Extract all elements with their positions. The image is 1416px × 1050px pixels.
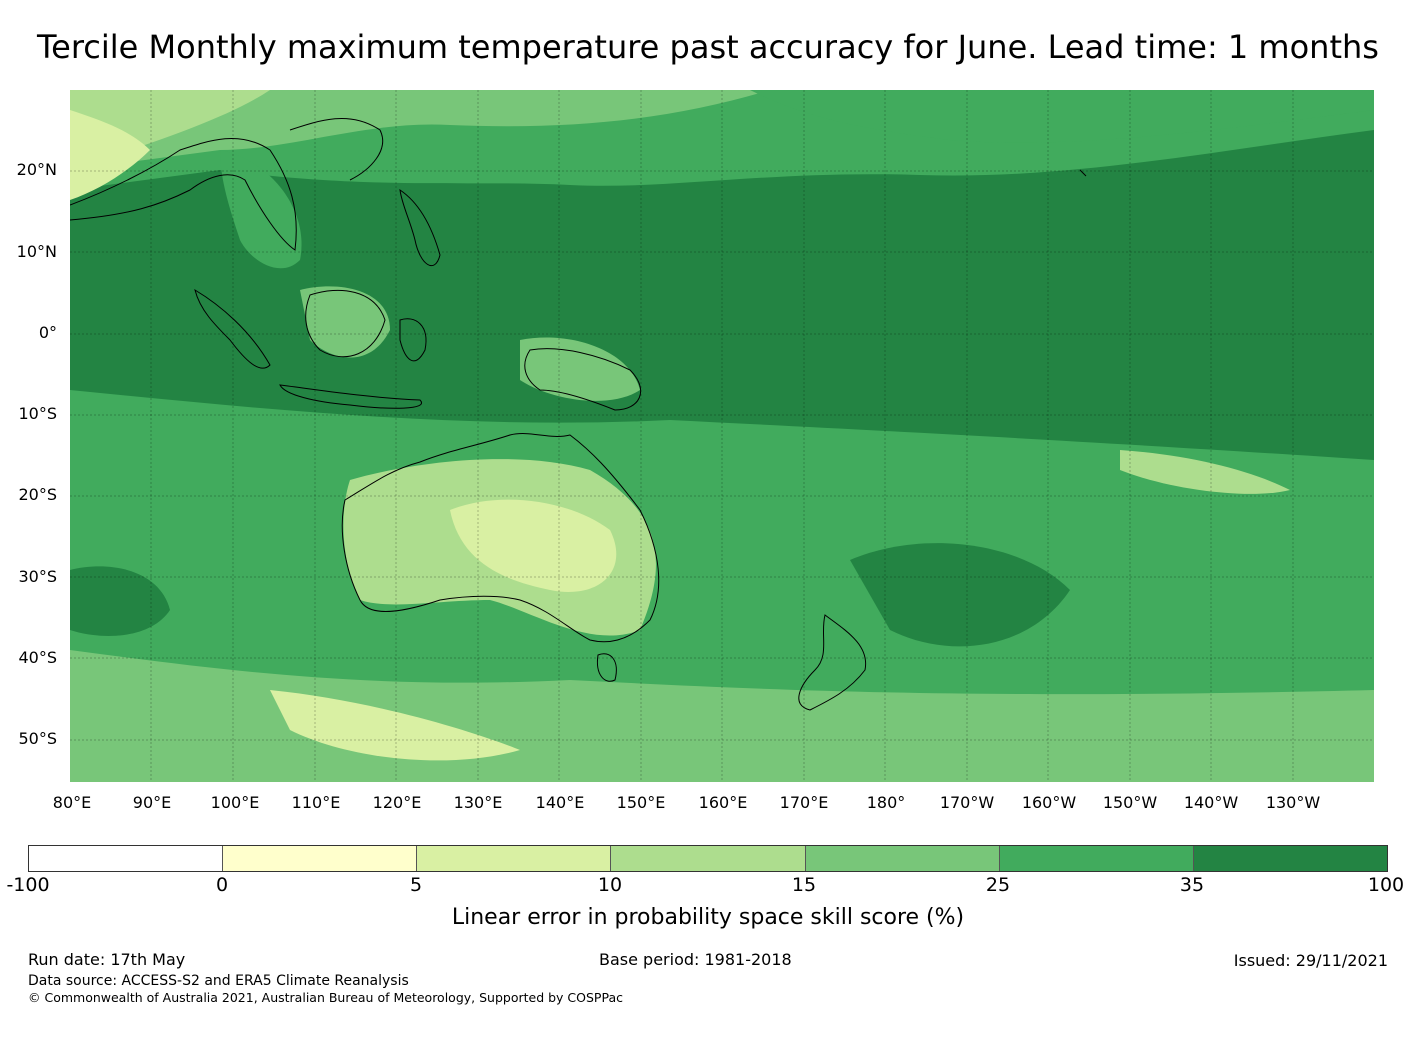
colorbar-tick: 0 (215, 874, 229, 896)
colorbar-tick: -100 (6, 874, 50, 896)
colorbar-tick: 25 (985, 874, 1011, 896)
newzealand-coast (798, 614, 867, 711)
lat-label-40s: 40°S (18, 648, 57, 667)
sulawesi-coast (399, 318, 427, 362)
zone-south-pale (270, 690, 520, 761)
china-coast (289, 117, 384, 181)
issued-date: Issued: 29/11/2021 (1233, 951, 1388, 970)
skill-map-svg (70, 90, 1374, 782)
lat-label-30s: 30°S (18, 567, 57, 586)
zone-nw-yellow (70, 110, 150, 200)
lat-label-20s: 20°S (18, 485, 57, 504)
coastlines (70, 117, 1087, 711)
lon-label-140e: 140°E (535, 793, 585, 812)
lat-label-0: 0° (38, 323, 57, 342)
lon-label-160e: 160°E (698, 793, 748, 812)
lon-label-90e: 90°E (132, 793, 172, 812)
colorbar-seg-6 (1193, 846, 1387, 871)
colorbar-seg-4 (805, 846, 1000, 871)
graticule (70, 90, 1374, 782)
lon-label-150e: 150°E (616, 793, 666, 812)
australia-coast (341, 433, 660, 643)
lon-label-160w: 160°W (1021, 793, 1077, 812)
copyright: © Commonwealth of Australia 2021, Austra… (28, 990, 623, 1005)
zone-tasman-deep (850, 543, 1070, 647)
colorbar (28, 845, 1388, 872)
java-coast (279, 384, 423, 409)
lon-label-120e: 120°E (372, 793, 422, 812)
zone-australia-pale (450, 499, 617, 592)
colorbar-label: Linear error in probability space skill … (451, 905, 965, 930)
zone-indian-deep (70, 566, 170, 636)
colorbar-tick: 10 (597, 874, 623, 896)
colorbar-seg-0 (29, 846, 224, 871)
colorbar-tick: 5 (409, 874, 423, 896)
run-date: Run date: 17th May (28, 950, 186, 969)
borneo-coast (305, 289, 386, 358)
lon-label-100e: 100°E (210, 793, 260, 812)
newguinea-coast (524, 348, 642, 411)
lon-label-110e: 110°E (291, 793, 341, 812)
lon-label-130e: 130°E (453, 793, 503, 812)
lon-label-170w: 170°W (939, 793, 995, 812)
asia-coast (70, 137, 297, 251)
data-source: Data source: ACCESS-S2 and ERA5 Climate … (28, 973, 409, 989)
lon-label-140w: 140°W (1183, 793, 1239, 812)
lat-label-10n: 10°N (16, 242, 57, 261)
sumatra-coast (194, 288, 271, 369)
base-period: Base period: 1981-2018 (599, 950, 792, 969)
lon-label-130w: 130°W (1265, 793, 1321, 812)
chart-title: Tercile Monthly maximum temperature past… (37, 28, 1379, 66)
lon-label-80e: 80°E (52, 793, 92, 812)
tasmania-coast (596, 653, 617, 682)
lat-label-50s: 50°S (18, 729, 57, 748)
colorbar-seg-2 (417, 846, 612, 871)
philippines-coast (399, 188, 441, 267)
colorbar-seg-5 (999, 846, 1194, 871)
zone-newguinea (520, 337, 640, 401)
hawaii-coast (1079, 169, 1087, 177)
lon-label-180: 180° (866, 793, 906, 812)
zone-borneo (300, 286, 390, 358)
lon-label-170e: 170°E (779, 793, 829, 812)
colorbar-seg-1 (223, 846, 418, 871)
colorbar-tick: 15 (791, 874, 817, 896)
lat-label-20n: 20°N (16, 160, 57, 179)
lat-label-10s: 10°S (18, 404, 57, 423)
colorbar-tick: 35 (1179, 874, 1205, 896)
zone-east-pale (1120, 450, 1290, 494)
zone-nw-pale (70, 90, 270, 180)
zone-north-light (70, 90, 770, 170)
lon-label-150w: 150°W (1102, 793, 1158, 812)
skill-map (70, 90, 1374, 782)
colorbar-seg-3 (611, 846, 806, 871)
colorbar-tick: 100 (1367, 874, 1405, 896)
zone-ne (750, 90, 1374, 143)
